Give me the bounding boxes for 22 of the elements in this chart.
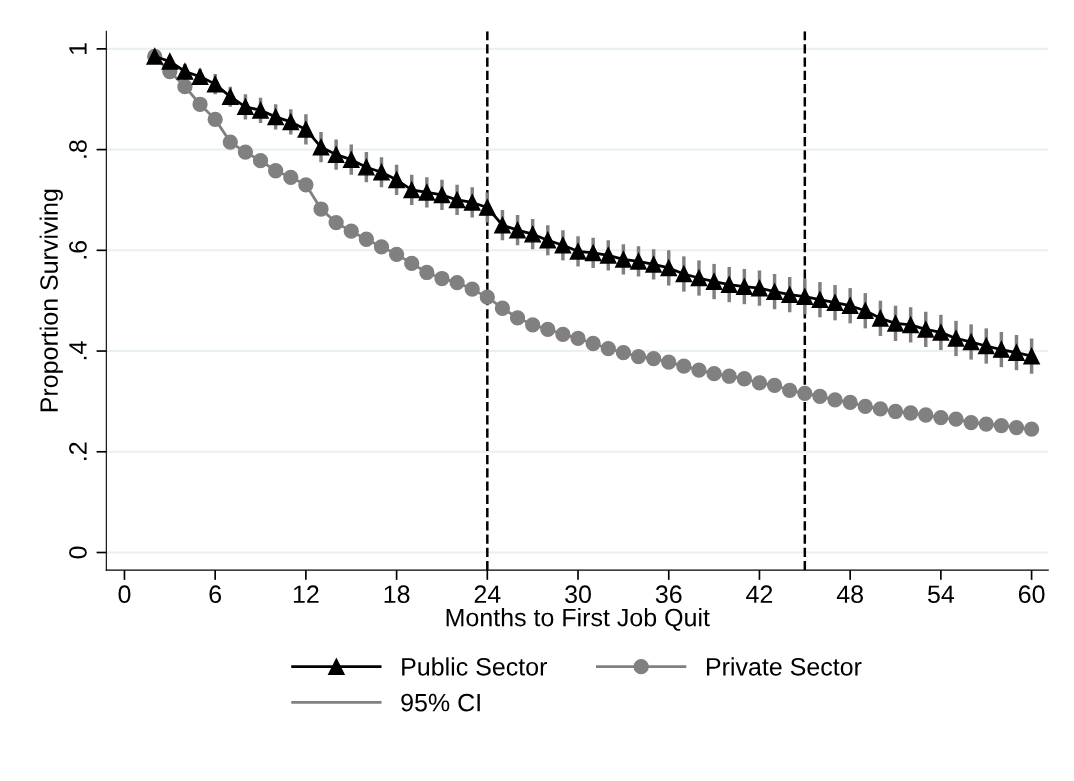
y-tick-label: .4 xyxy=(69,341,87,360)
y-tick-label: 1 xyxy=(69,43,87,54)
y-tick-label: .2 xyxy=(69,442,87,460)
x-tick-label: 36 xyxy=(655,585,682,604)
x-tick-label: 42 xyxy=(746,585,773,603)
y-tick-label: .6 xyxy=(69,240,87,259)
x-tick-label: 0 xyxy=(118,585,131,604)
x-tick-label: 6 xyxy=(209,585,222,604)
x-axis-title: Months to First Job Quit xyxy=(446,608,710,631)
legend-label: Private Sector xyxy=(706,657,862,676)
x-tick-label: 12 xyxy=(293,585,319,603)
x-tick-label: 30 xyxy=(565,585,591,604)
x-tick-label: 24 xyxy=(474,585,501,603)
x-tick-label: 60 xyxy=(1018,585,1045,604)
x-tick-label: 48 xyxy=(836,585,863,604)
text: 95% CI xyxy=(401,693,480,712)
legend-label: Public Sector xyxy=(402,657,548,676)
y-axis-title: Proportion Surviving xyxy=(39,189,63,412)
x-tick-label: 54 xyxy=(927,585,955,604)
x-tick-label: 18 xyxy=(384,585,410,604)
y-tick-label: 0 xyxy=(69,546,87,559)
y-tick-label: .8 xyxy=(69,140,87,158)
